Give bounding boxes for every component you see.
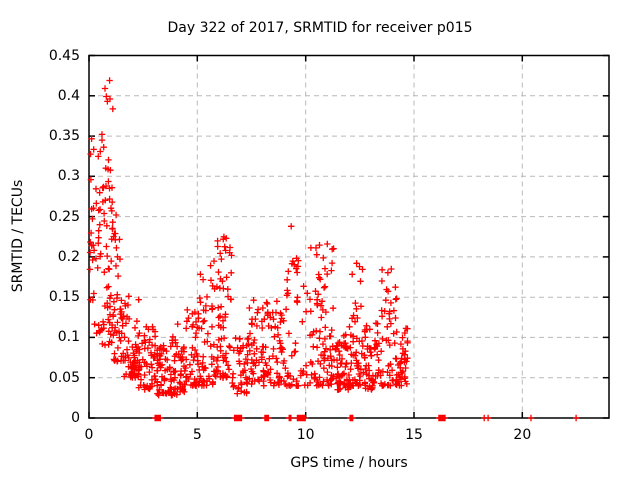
x-axis-label: GPS time / hours — [290, 455, 408, 471]
x-tick-label: 20 — [513, 427, 532, 443]
y-tick-label: 0.2 — [57, 248, 80, 265]
y-axis-label: SRMTID / TECUs — [10, 179, 26, 293]
scatter-points — [86, 77, 580, 422]
y-tick-label: 0.4 — [57, 87, 80, 104]
chart-title: Day 322 of 2017, SRMTID for receiver p01… — [167, 20, 473, 36]
y-tick-label: 0.05 — [48, 369, 80, 386]
y-tick-label: 0.3 — [57, 168, 80, 185]
x-tick-label: 5 — [192, 427, 202, 443]
x-tick-label: 10 — [296, 427, 315, 443]
y-tick-label: 0.25 — [48, 208, 80, 225]
y-tick-label: 0 — [71, 410, 80, 426]
y-tick-label: 0.1 — [57, 329, 80, 346]
x-tick-label: 0 — [84, 427, 94, 443]
y-tick-label: 0.35 — [48, 128, 80, 145]
gridlines — [89, 55, 609, 418]
y-tick-label: 0.45 — [48, 47, 80, 64]
y-tick-label: 0.15 — [48, 289, 80, 306]
x-tick-label: 15 — [405, 427, 423, 443]
